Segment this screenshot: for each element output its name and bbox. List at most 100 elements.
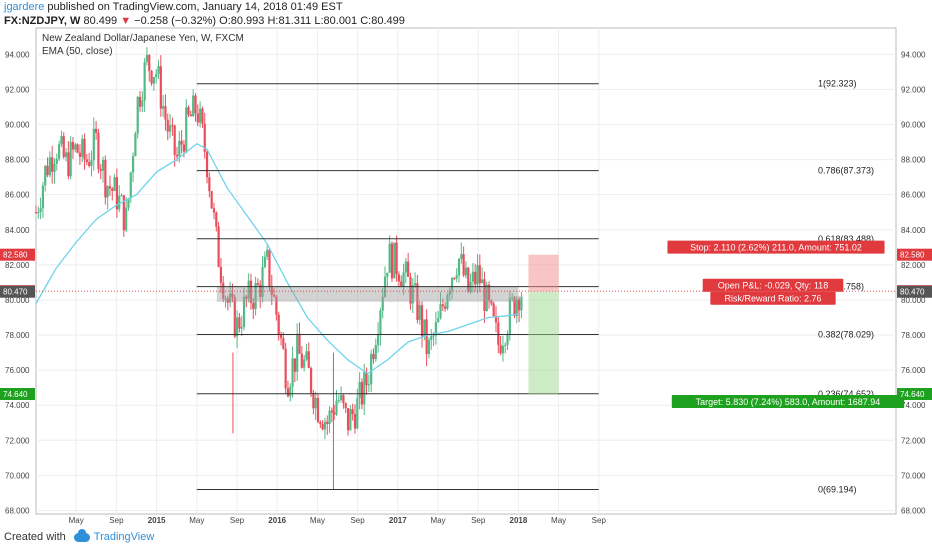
candle-body <box>333 412 336 415</box>
candle-body <box>335 400 338 415</box>
candle-body <box>504 344 507 346</box>
candle-body <box>226 298 229 303</box>
candle-body <box>296 333 299 372</box>
candle-body <box>111 188 114 191</box>
symbol-line: FX:NZDJPY, W 80.499 ▼ −0.258 (−0.32%) O:… <box>4 15 405 28</box>
y-tick-label-right: 88.000 <box>901 156 926 165</box>
candle-body <box>464 267 468 276</box>
open-pnl-label: Open P&L: -0.029, Qty: 118 <box>702 278 844 292</box>
candle-body <box>259 284 262 297</box>
candle-body <box>372 353 375 360</box>
price-badge-text-right: 74.640 <box>900 390 925 399</box>
candle-body <box>187 107 190 115</box>
author-link[interactable]: jgardere <box>4 1 45 13</box>
candle-body <box>344 403 347 409</box>
candle-body <box>53 163 56 172</box>
candle-body <box>168 125 172 132</box>
candle-body <box>506 334 509 345</box>
candle-body <box>508 298 511 335</box>
y-tick-label-right: 72.000 <box>901 436 926 445</box>
candle-body <box>340 395 343 401</box>
candle-body <box>511 297 514 299</box>
y-tick-label-right: 84.000 <box>901 226 926 235</box>
candle-body <box>453 278 456 280</box>
candle-body <box>58 144 61 159</box>
tradingview-brand[interactable]: TradingView <box>93 531 155 543</box>
candle-body <box>487 284 491 301</box>
y-tick-label-left: 82.000 <box>5 261 30 270</box>
last-price: 80.499 <box>83 15 118 27</box>
candle-body <box>101 159 105 171</box>
candle-body <box>328 410 331 424</box>
price-badge-right <box>897 248 932 261</box>
candle-body <box>474 271 477 285</box>
candle-body <box>199 108 202 123</box>
ema-line <box>35 143 519 375</box>
candle-body <box>263 256 266 268</box>
target-label-bg <box>671 394 905 408</box>
price-badge-right <box>897 285 932 298</box>
x-tick-label: May <box>189 516 204 525</box>
candle-body <box>434 322 437 336</box>
y-tick-label-right: 90.000 <box>901 120 926 129</box>
candle-body <box>513 297 516 316</box>
candle-body <box>41 185 45 209</box>
created-with-label: Created with <box>4 531 66 543</box>
x-tick-label: 2016 <box>268 516 286 525</box>
target-label-text: Target: 5.830 (7.24%) 583.0, Amount: 168… <box>696 397 881 407</box>
risk-reward-label-bg <box>710 291 836 305</box>
candle-body <box>395 242 398 275</box>
candle-body <box>342 395 345 404</box>
candle-body <box>326 421 329 424</box>
candle-body <box>215 212 218 227</box>
ohlc-values: O:80.993 H:81.311 L:80.001 C:80.499 <box>219 15 405 27</box>
x-tick-label: Sep <box>109 516 124 525</box>
candle-body <box>427 339 431 355</box>
candle-body <box>242 296 246 328</box>
candle-body <box>349 409 352 431</box>
candle-body <box>125 207 128 231</box>
candle-body <box>298 333 301 354</box>
candle-body <box>245 296 248 299</box>
x-tick-label: May <box>310 516 325 525</box>
candle-body <box>275 296 278 315</box>
candle-body <box>494 316 498 323</box>
candle-body <box>268 249 271 287</box>
candle-body <box>346 408 350 431</box>
y-tick-label-right: 82.000 <box>901 261 926 270</box>
candle-body <box>247 280 250 299</box>
candle-body <box>457 258 461 276</box>
open-pnl-label-text: Open P&L: -0.029, Qty: 118 <box>718 281 828 291</box>
price-chart[interactable]: 94.000 94.000 92.000 92.000 90.000 90.000 88.0… <box>0 0 932 528</box>
candle-body <box>497 322 500 345</box>
candle-body <box>393 242 396 279</box>
candle-body <box>136 96 139 134</box>
candle-body <box>425 319 428 355</box>
candle-body <box>185 107 188 152</box>
candle-body <box>430 336 433 340</box>
candle-body <box>240 327 243 329</box>
y-tick-label-left: 88.000 <box>5 156 30 165</box>
symbol-name: FX:NZDJPY, W <box>4 15 81 27</box>
y-tick-label-left: 72.000 <box>5 436 30 445</box>
price-badge-text-right: 82.580 <box>900 251 925 260</box>
candle-body <box>409 276 412 304</box>
candle-body <box>171 125 174 127</box>
x-tick-label: Sep <box>350 516 365 525</box>
candle-body <box>182 144 186 152</box>
candle-body <box>224 298 227 300</box>
candle-body <box>192 95 195 117</box>
candle-body <box>441 304 444 307</box>
candles <box>34 47 523 440</box>
candle-body <box>407 261 410 277</box>
y-tick-label-right: 68.000 <box>901 506 926 515</box>
candle-body <box>481 279 484 284</box>
candle-body <box>229 293 232 303</box>
stop-label-bg <box>667 240 885 254</box>
candle-body <box>432 335 435 337</box>
candle-body <box>162 106 165 109</box>
chart-title: New Zealand Dollar/Japanese Yen, W, FXCM <box>42 33 244 44</box>
candle-body <box>99 168 102 171</box>
price-badge-left <box>0 248 35 261</box>
y-tick-label-right: 74.000 <box>901 401 926 410</box>
